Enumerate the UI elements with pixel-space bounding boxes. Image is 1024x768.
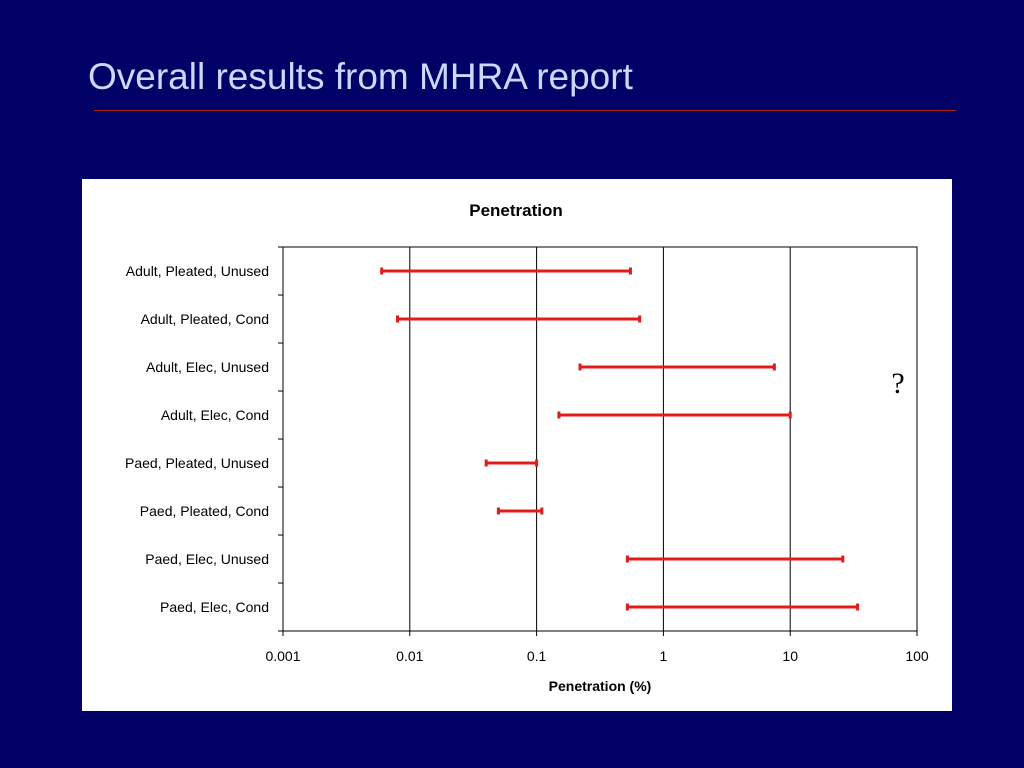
chart-panel: Penetration 0.001 0.01 0.1 1 10 100 Adult, Ple… <box>82 179 952 711</box>
slide-title: Overall results from MHRA report <box>88 56 633 97</box>
x-axis-title: Penetration (%) <box>549 678 652 694</box>
category-label: Paed, Elec, Cond <box>160 599 269 615</box>
penetration-chart: Penetration 0.001 0.01 0.1 1 10 100 Adult, Ple… <box>125 201 929 694</box>
category-label: Adult, Elec, Cond <box>161 407 269 423</box>
x-tick-label: 100 <box>905 648 929 664</box>
category-label: Adult, Pleated, Cond <box>141 311 269 327</box>
x-tick-label: 0.001 <box>265 648 300 664</box>
category-label: Paed, Pleated, Cond <box>140 503 269 519</box>
category-label: Paed, Elec, Unused <box>145 551 269 567</box>
question-annotation: ? <box>891 367 904 400</box>
x-tick-label: 0.01 <box>396 648 423 664</box>
plot-area: 0.001 0.01 0.1 1 10 100 Adult, Pleated, Unused… <box>125 246 929 664</box>
chart-title: Penetration <box>469 201 563 220</box>
x-tick-label: 1 <box>660 648 668 664</box>
x-tick-label: 10 <box>782 648 798 664</box>
plot-frame <box>282 246 918 632</box>
category-label: Paed, Pleated, Unused <box>125 455 269 471</box>
category-label: Adult, Pleated, Unused <box>126 263 269 279</box>
category-label: Adult, Elec, Unused <box>146 359 269 375</box>
x-tick-label: 0.1 <box>527 648 547 664</box>
title-divider <box>94 110 956 111</box>
